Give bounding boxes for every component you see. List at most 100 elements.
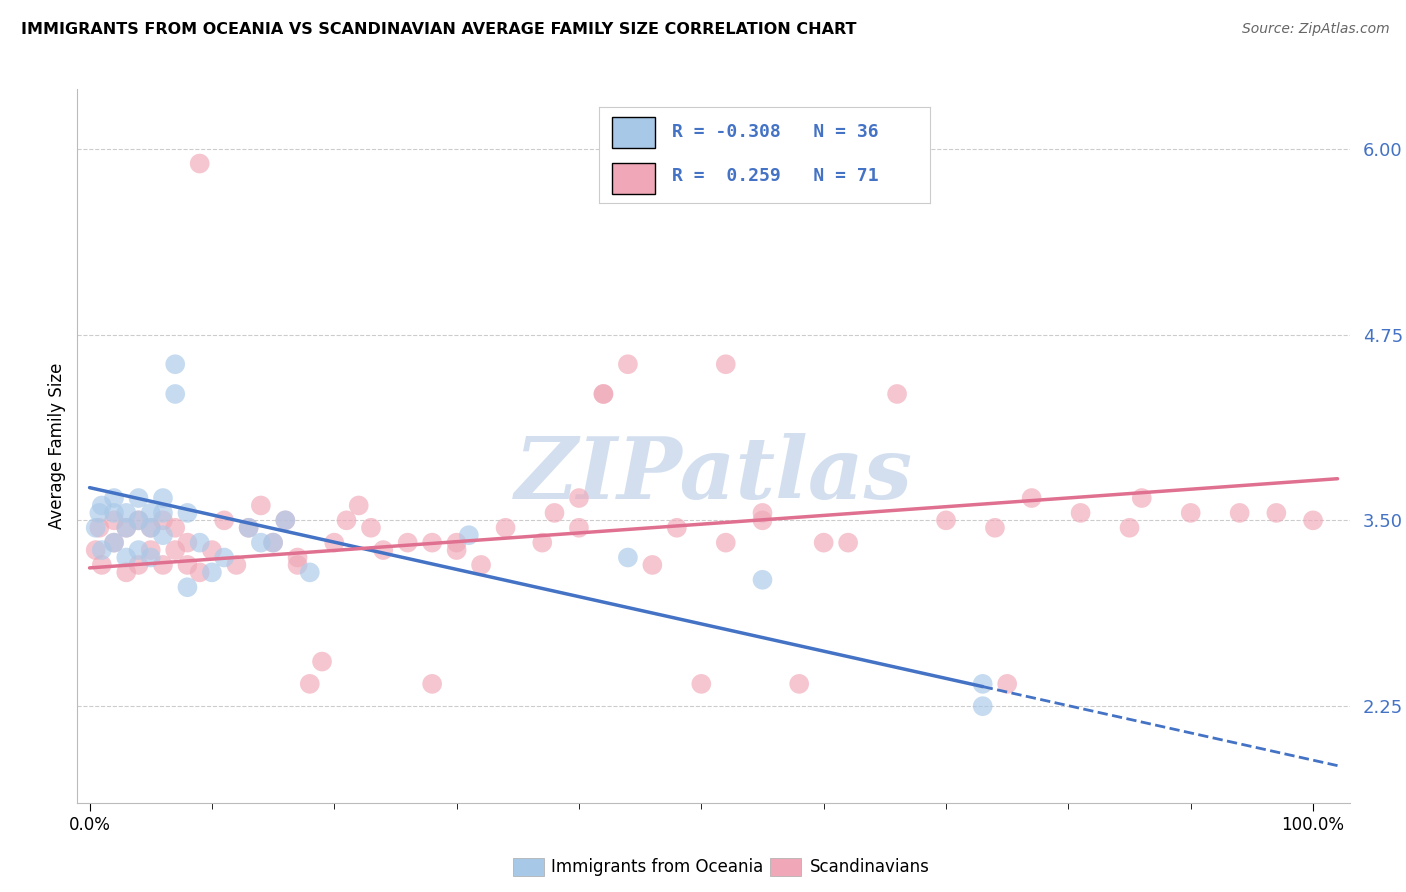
Point [165,543,187,558]
Point [287,558,309,572]
Point [262,535,284,549]
Point [188,566,211,580]
Point [103,506,125,520]
Point [1118,521,1140,535]
Point [274,513,297,527]
Point [360,521,382,535]
Point [1130,491,1153,505]
Point [714,535,737,549]
Text: Immigrants from Oceania: Immigrants from Oceania [551,858,763,876]
Point [165,521,187,535]
Point [128,491,150,505]
Point [373,543,395,558]
Point [995,677,1018,691]
Point [262,535,284,549]
Point [420,535,443,549]
Point [617,550,640,565]
Point [103,513,125,527]
Point [89,506,111,520]
Point [176,580,198,594]
Point [89,521,111,535]
Point [531,535,554,549]
Point [886,387,908,401]
Text: ZIPatlas: ZIPatlas [515,433,912,516]
Point [298,566,321,580]
Point [152,506,174,520]
Point [287,550,309,565]
Point [250,535,273,549]
Point [617,357,640,371]
Text: Scandinavians: Scandinavians [810,858,929,876]
Point [176,558,198,572]
Point [128,513,150,527]
Text: Source: ZipAtlas.com: Source: ZipAtlas.com [1241,22,1389,37]
Point [84,521,107,535]
Point [592,387,614,401]
Point [176,535,198,549]
Point [714,357,737,371]
Point [298,677,321,691]
Point [103,535,125,549]
Point [139,521,162,535]
Point [837,535,859,549]
Point [813,535,835,549]
Point [139,506,162,520]
Point [152,513,174,527]
Point [1302,513,1324,527]
Point [90,499,112,513]
Point [165,387,187,401]
Point [396,535,419,549]
Point [84,543,107,558]
Point [115,566,138,580]
Point [446,543,468,558]
Point [592,387,614,401]
Point [751,573,773,587]
Point [420,677,443,691]
Point [139,521,162,535]
Point [457,528,479,542]
Point [115,550,138,565]
Point [115,521,138,535]
Point [495,521,517,535]
Point [90,543,112,558]
Point [152,491,174,505]
Point [128,543,150,558]
Point [188,535,211,549]
Point [787,677,810,691]
Point [152,558,174,572]
Point [446,535,468,549]
Point [238,521,260,535]
Point [311,655,333,669]
Point [751,513,773,527]
Point [176,506,198,520]
Point [212,513,235,527]
Point [641,558,664,572]
Point [568,521,591,535]
Point [250,499,273,513]
Point [470,558,492,572]
Point [1180,506,1202,520]
Point [1229,506,1251,520]
Point [212,550,235,565]
Point [972,677,994,691]
Point [201,543,224,558]
Point [1021,491,1043,505]
Point [1265,506,1288,520]
Y-axis label: Average Family Size: Average Family Size [48,363,66,529]
Point [238,521,260,535]
Point [115,521,138,535]
Point [165,357,187,371]
Point [128,513,150,527]
Text: IMMIGRANTS FROM OCEANIA VS SCANDINAVIAN AVERAGE FAMILY SIZE CORRELATION CHART: IMMIGRANTS FROM OCEANIA VS SCANDINAVIAN … [21,22,856,37]
Point [274,513,297,527]
Point [201,566,224,580]
Point [568,491,591,505]
Point [152,528,174,542]
Point [128,558,150,572]
Point [103,491,125,505]
Point [751,506,773,520]
Point [323,535,346,549]
Point [543,506,565,520]
Point [103,535,125,549]
Point [690,677,713,691]
